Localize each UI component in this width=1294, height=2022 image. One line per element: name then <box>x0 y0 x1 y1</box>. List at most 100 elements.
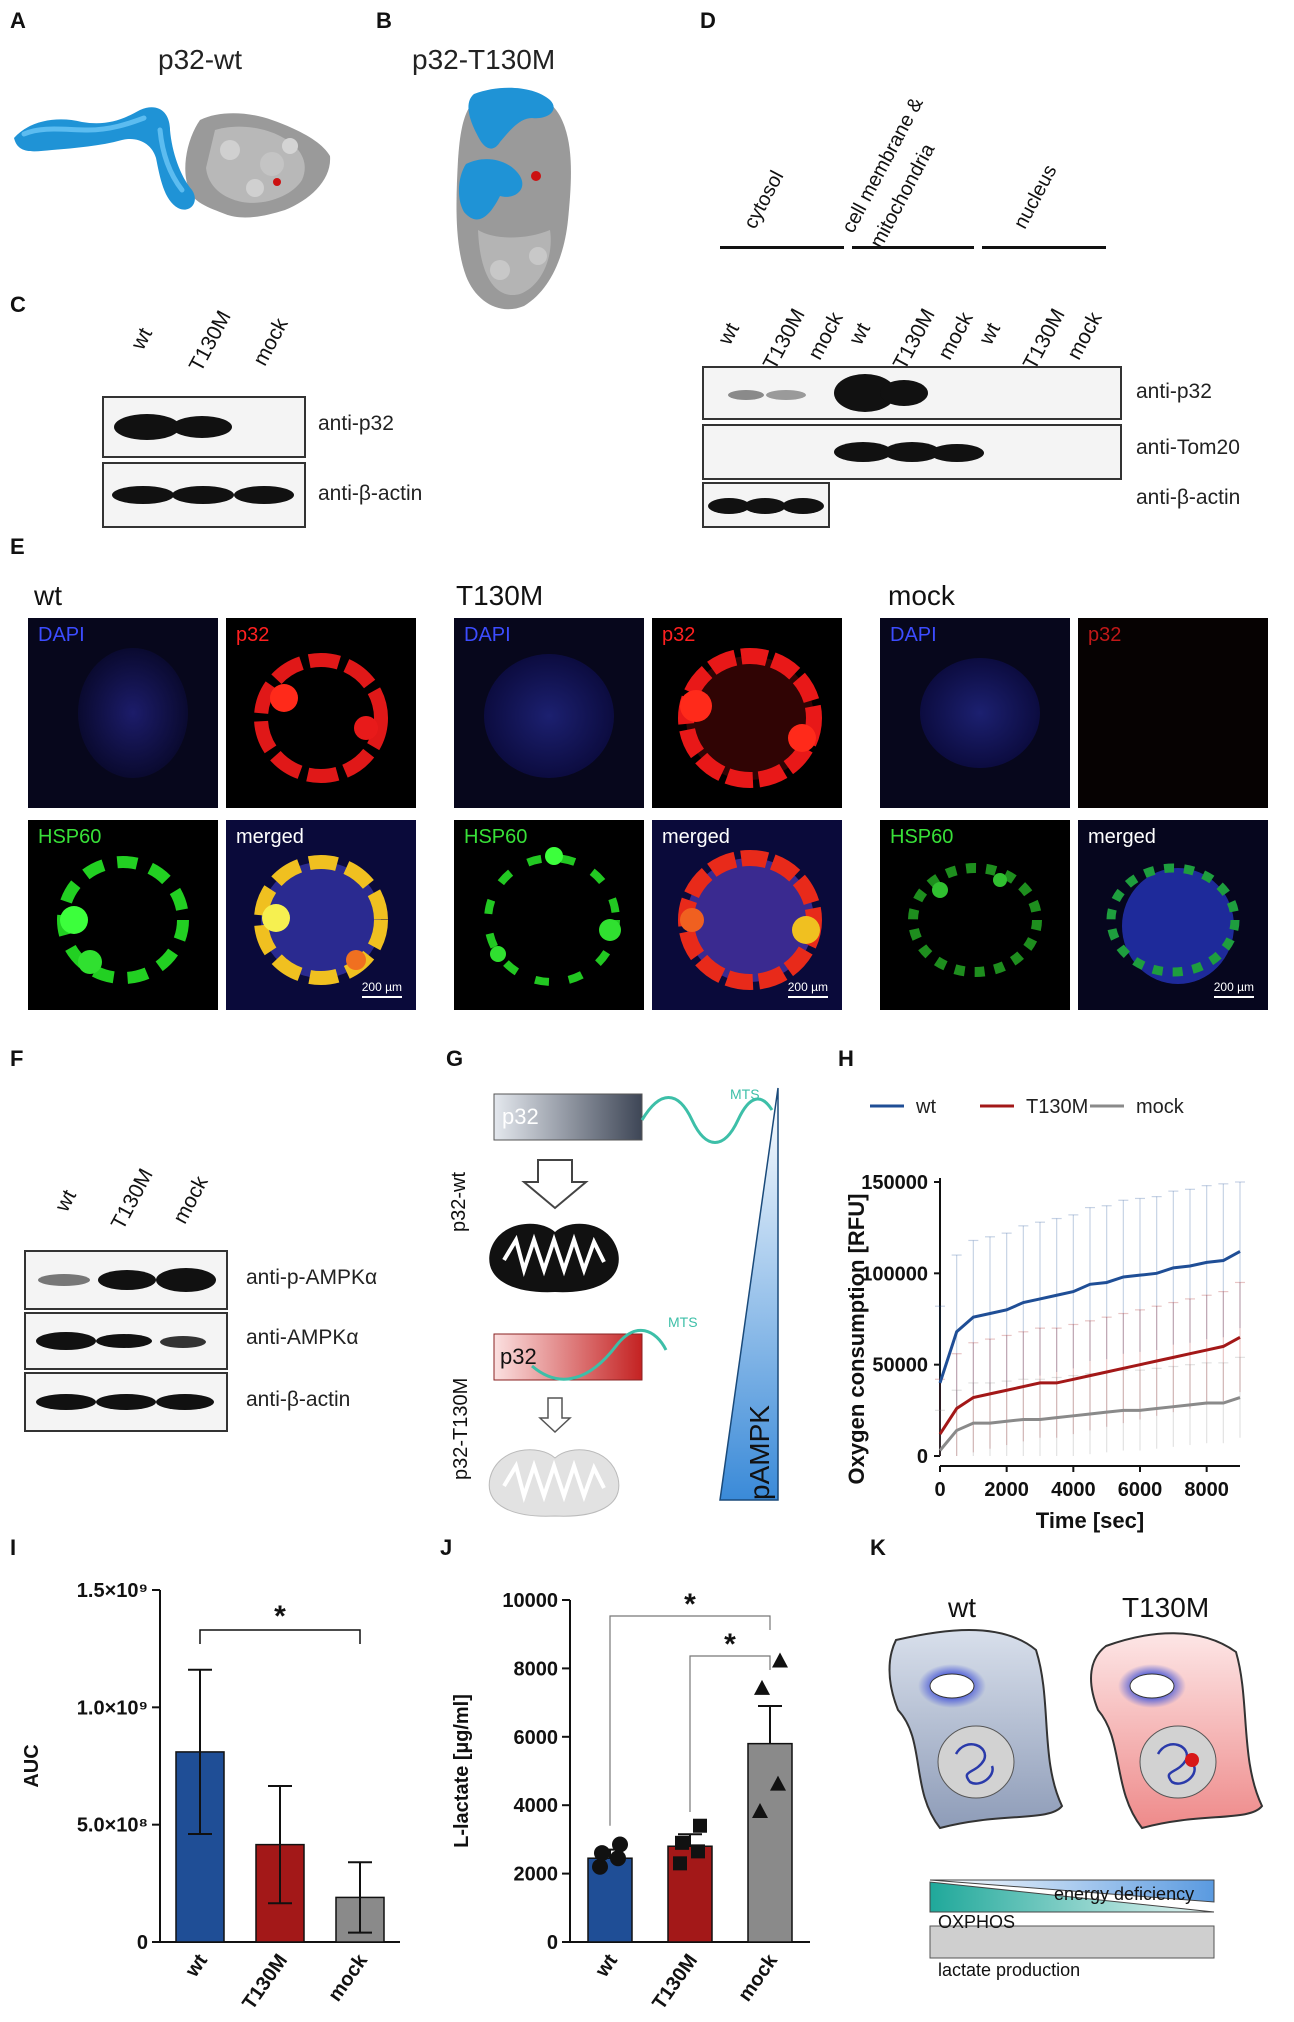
significance-star: * <box>684 1588 696 1621</box>
blot-d-lane-8: T130M <box>1018 305 1070 374</box>
micro-t130m-p32: p32 <box>652 618 842 808</box>
y-tick-label: 6000 <box>514 1727 559 1749</box>
schematic-mts-wt: MTS <box>730 1086 760 1102</box>
schematic-p32-mut-box: p32 <box>500 1344 537 1369</box>
x-tick-label: 0 <box>934 1479 945 1501</box>
micro-wt-hsp60: HSP60 <box>28 820 218 1010</box>
y-axis-title: Oxygen consumption [RFU] <box>844 1194 869 1485</box>
channel-label: p32 <box>662 624 696 646</box>
blot-d-tom20 <box>702 424 1122 480</box>
x-tick-label: wt <box>591 1950 623 1982</box>
x-tick-label: mock <box>734 1950 782 2006</box>
schematic-label-pampk: pAMPK <box>744 1405 775 1500</box>
y-tick-label: 8000 <box>514 1658 559 1680</box>
schematic-label-wt: p32-wt <box>448 1171 470 1232</box>
x-tick-label: 8000 <box>1184 1479 1229 1501</box>
blot-c-actin <box>102 462 306 528</box>
data-point <box>592 1858 608 1875</box>
y-tick-label: 100000 <box>861 1263 928 1285</box>
data-point <box>612 1836 628 1853</box>
blot-f-actin <box>24 1372 228 1432</box>
blot-d-lane-1: wt <box>713 319 744 349</box>
series-line-t130m <box>938 1335 1241 1435</box>
fraction-label-cytosol: cytosol <box>739 167 789 233</box>
schematic-label-mut: p32-T130M <box>450 1377 472 1480</box>
micro-wt-p32: p32 <box>226 618 416 808</box>
y-tick-label: 0 <box>547 1932 558 1954</box>
y-axis-title: AUC <box>21 1744 43 1787</box>
fraction-line-nucleus <box>982 246 1106 249</box>
blot-f-pampk <box>24 1250 228 1310</box>
channel-label: DAPI <box>38 624 85 646</box>
chart-h-oxygen: wt T130M mock 0 50000 100000 150000 0 2000 4000 60… <box>844 1096 1245 1533</box>
blot-c-label-p32: anti-p32 <box>318 412 394 435</box>
blot-f-ampk <box>24 1312 228 1370</box>
blot-f-lane-wt: wt <box>50 1186 81 1216</box>
blot-d-actin <box>702 482 830 528</box>
panel-label-k: K <box>870 1535 886 1560</box>
x-axis-title: Time [sec] <box>1036 1508 1144 1533</box>
x-tick-label: wt <box>181 1950 213 1982</box>
panel-label-f: F <box>10 1046 24 1071</box>
y-tick-label: 1.0×10⁹ <box>77 1697 148 1719</box>
schematic-p32-wt-box: p32 <box>502 1104 539 1129</box>
x-tick-label: 6000 <box>1118 1479 1163 1501</box>
label-energy-deficiency: energy deficiency <box>1054 1884 1195 1904</box>
y-tick-label: 4000 <box>514 1795 559 1817</box>
label-oxphos: OXPHOS <box>938 1912 1016 1932</box>
y-tick-label: 0 <box>137 1932 148 1954</box>
data-point <box>673 1856 687 1871</box>
y-tick-label: 2000 <box>514 1864 559 1886</box>
blot-f-lane-t130m: T130M <box>106 1165 158 1234</box>
blot-f-label-actin: anti-β-actin <box>246 1388 351 1411</box>
y-tick-label: 10000 <box>502 1590 558 1612</box>
significance-star: * <box>274 1600 286 1633</box>
structure-title-wt: p32-wt <box>158 44 243 75</box>
y-tick-label: 150000 <box>861 1172 928 1194</box>
blot-d-p32 <box>702 366 1122 420</box>
data-point <box>610 1850 626 1867</box>
schematic-g <box>488 1087 779 1517</box>
x-tick-label: 4000 <box>1051 1479 1096 1501</box>
blot-d-lane-3: mock <box>803 308 848 364</box>
blot-d-label-actin: anti-β-actin <box>1136 486 1241 509</box>
x-tick-label: T130M <box>238 1950 292 2014</box>
series-line-mock <box>938 1396 1241 1452</box>
channel-label: HSP60 <box>38 826 102 848</box>
blot-f-lane-mock: mock <box>168 1172 213 1228</box>
x-tick-label: mock <box>324 1950 372 2006</box>
channel-label: merged <box>1088 826 1156 848</box>
blot-d-lane-2: T130M <box>758 305 810 374</box>
series-line-wt <box>938 1250 1241 1384</box>
chart-i-auc: 0 5.0×10⁸ 1.0×10⁹ 1.5×10⁹ AUC wt T130M mock * <box>21 1580 400 2014</box>
scale-bar: 200 µm <box>1213 980 1254 998</box>
panel-label-a: A <box>10 8 26 33</box>
schematic-k <box>888 1629 1264 1959</box>
significance-star: * <box>724 1628 736 1661</box>
scale-bar: 200 µm <box>787 980 828 998</box>
blot-f-label-ampk: anti-AMPKα <box>246 1326 359 1349</box>
blot-c-lane-t130m: T130M <box>184 307 236 376</box>
cell-label-wt: wt <box>948 1592 976 1623</box>
chart-j-lactate: 0 2000 4000 6000 8000 10000 L-lactate [µg/ml] w… <box>451 1588 810 2014</box>
channel-label: DAPI <box>464 624 511 646</box>
micro-wt-dapi: DAPI <box>28 618 218 808</box>
blot-f-label-pampk: anti-p-AMPKα <box>246 1266 378 1289</box>
channel-label: merged <box>236 826 304 848</box>
significance-bracket <box>199 1629 361 1644</box>
fraction-label-nucleus: nucleus <box>1009 161 1062 233</box>
channel-label: p32 <box>236 624 270 646</box>
blot-d-lane-6: mock <box>933 308 978 364</box>
schematic-mts-mut: MTS <box>668 1314 698 1330</box>
micro-mock-p32: p32 <box>1078 618 1268 808</box>
panel-label-g: G <box>446 1046 464 1071</box>
panel-label-c: C <box>10 292 26 317</box>
micro-mock-merged: merged 200 µm <box>1078 820 1268 1010</box>
micro-mock-dapi: DAPI <box>880 618 1070 808</box>
fraction-line-cytosol <box>720 246 844 249</box>
data-point <box>691 1844 705 1859</box>
blot-d-label-p32: anti-p32 <box>1136 380 1212 403</box>
y-tick-label: 1.5×10⁹ <box>77 1580 148 1602</box>
significance-bracket <box>689 1655 771 1813</box>
y-tick-label: 5.0×10⁸ <box>77 1815 148 1837</box>
